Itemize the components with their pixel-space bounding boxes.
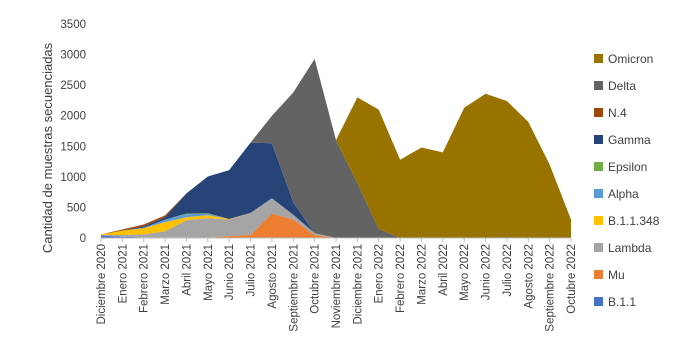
- axes: 0 500 1000 1500 2000 2500 3000 3500 Diciembre 20…: [60, 19, 578, 332]
- x-tick-label: Noviembre 2021: [331, 244, 343, 328]
- y-tick-label: 2500: [60, 80, 86, 92]
- legend-swatch: [594, 216, 603, 225]
- legend-swatch: [594, 108, 603, 117]
- x-tick-label: Enero 2021: [117, 244, 129, 303]
- x-tick-label: Diciembre 2021: [352, 244, 364, 325]
- x-tick-label: Octubre 2021: [310, 244, 322, 314]
- area-series-delta: [101, 58, 571, 238]
- legend-label: B.1.1: [608, 295, 636, 309]
- x-tick-label: Septiembre 2021: [288, 244, 300, 332]
- x-tick-label: Julio 2021: [246, 244, 258, 296]
- legend-swatch: [594, 270, 603, 279]
- legend-label: N.4: [608, 106, 627, 120]
- legend-label: Epsilon: [608, 160, 647, 174]
- area-series-omicron: [101, 58, 571, 238]
- legend-swatch: [594, 54, 603, 63]
- area-series-lambda: [101, 198, 571, 238]
- legend-swatch: [594, 297, 603, 306]
- x-tick-label: Abril 2021: [181, 244, 193, 296]
- x-tick-label: Marzo 2022: [416, 244, 428, 305]
- x-tick-label: Junio 2021: [224, 244, 236, 300]
- y-tick-label: 3500: [60, 19, 86, 31]
- y-tick-label: 1000: [60, 172, 86, 184]
- legend-label: Delta: [608, 79, 636, 93]
- legend-swatch: [594, 162, 603, 171]
- y-axis-label: Cantidad de muestras secuenciadas: [40, 42, 55, 253]
- x-tick-label: Enero 2022: [374, 244, 386, 303]
- y-tick-label: 2000: [60, 111, 86, 123]
- legend-label: Omicron: [608, 52, 653, 66]
- x-tick-label: Agosto 2021: [267, 244, 279, 309]
- x-tick-label: Mayo 2022: [459, 244, 471, 301]
- legend-swatch: [594, 189, 603, 198]
- x-tick-label: Junio 2022: [481, 244, 493, 300]
- legend-label: B.1.1.348: [608, 214, 660, 228]
- x-tick-label: Marzo 2021: [160, 244, 172, 305]
- legend-label: Alpha: [608, 187, 639, 201]
- x-tick-label: Mayo 2021: [203, 244, 215, 301]
- area-series-gamma: [101, 142, 571, 238]
- x-tick-label: Agosto 2022: [523, 244, 535, 309]
- legend-swatch: [594, 81, 603, 90]
- area-series-b-1-1-348: [101, 198, 571, 238]
- legend: Omicron Delta N.4 Gamma Epsilon Alpha B.1.1.34…: [594, 52, 660, 309]
- x-tick-label: Febrero 2021: [139, 244, 151, 313]
- x-tick-label: Abril 2022: [438, 244, 450, 296]
- y-tick-label: 1500: [60, 141, 86, 153]
- y-tick-label: 3000: [60, 50, 86, 62]
- legend-label: Mu: [608, 268, 625, 282]
- x-tick-label: Diciembre 2020: [96, 244, 108, 325]
- y-tick-label: 500: [67, 202, 86, 214]
- legend-label: Gamma: [608, 133, 651, 147]
- legend-label: Lambda: [608, 241, 652, 255]
- area-layers: [101, 58, 571, 238]
- legend-swatch: [594, 243, 603, 252]
- x-tick-label: Octubre 2022: [566, 244, 578, 314]
- x-tick-label: Septiembre 2022: [545, 244, 557, 332]
- x-tick-label: Febrero 2022: [395, 244, 407, 313]
- y-tick-label: 0: [80, 233, 86, 245]
- x-tick-label: Julio 2022: [502, 244, 514, 296]
- legend-swatch: [594, 135, 603, 144]
